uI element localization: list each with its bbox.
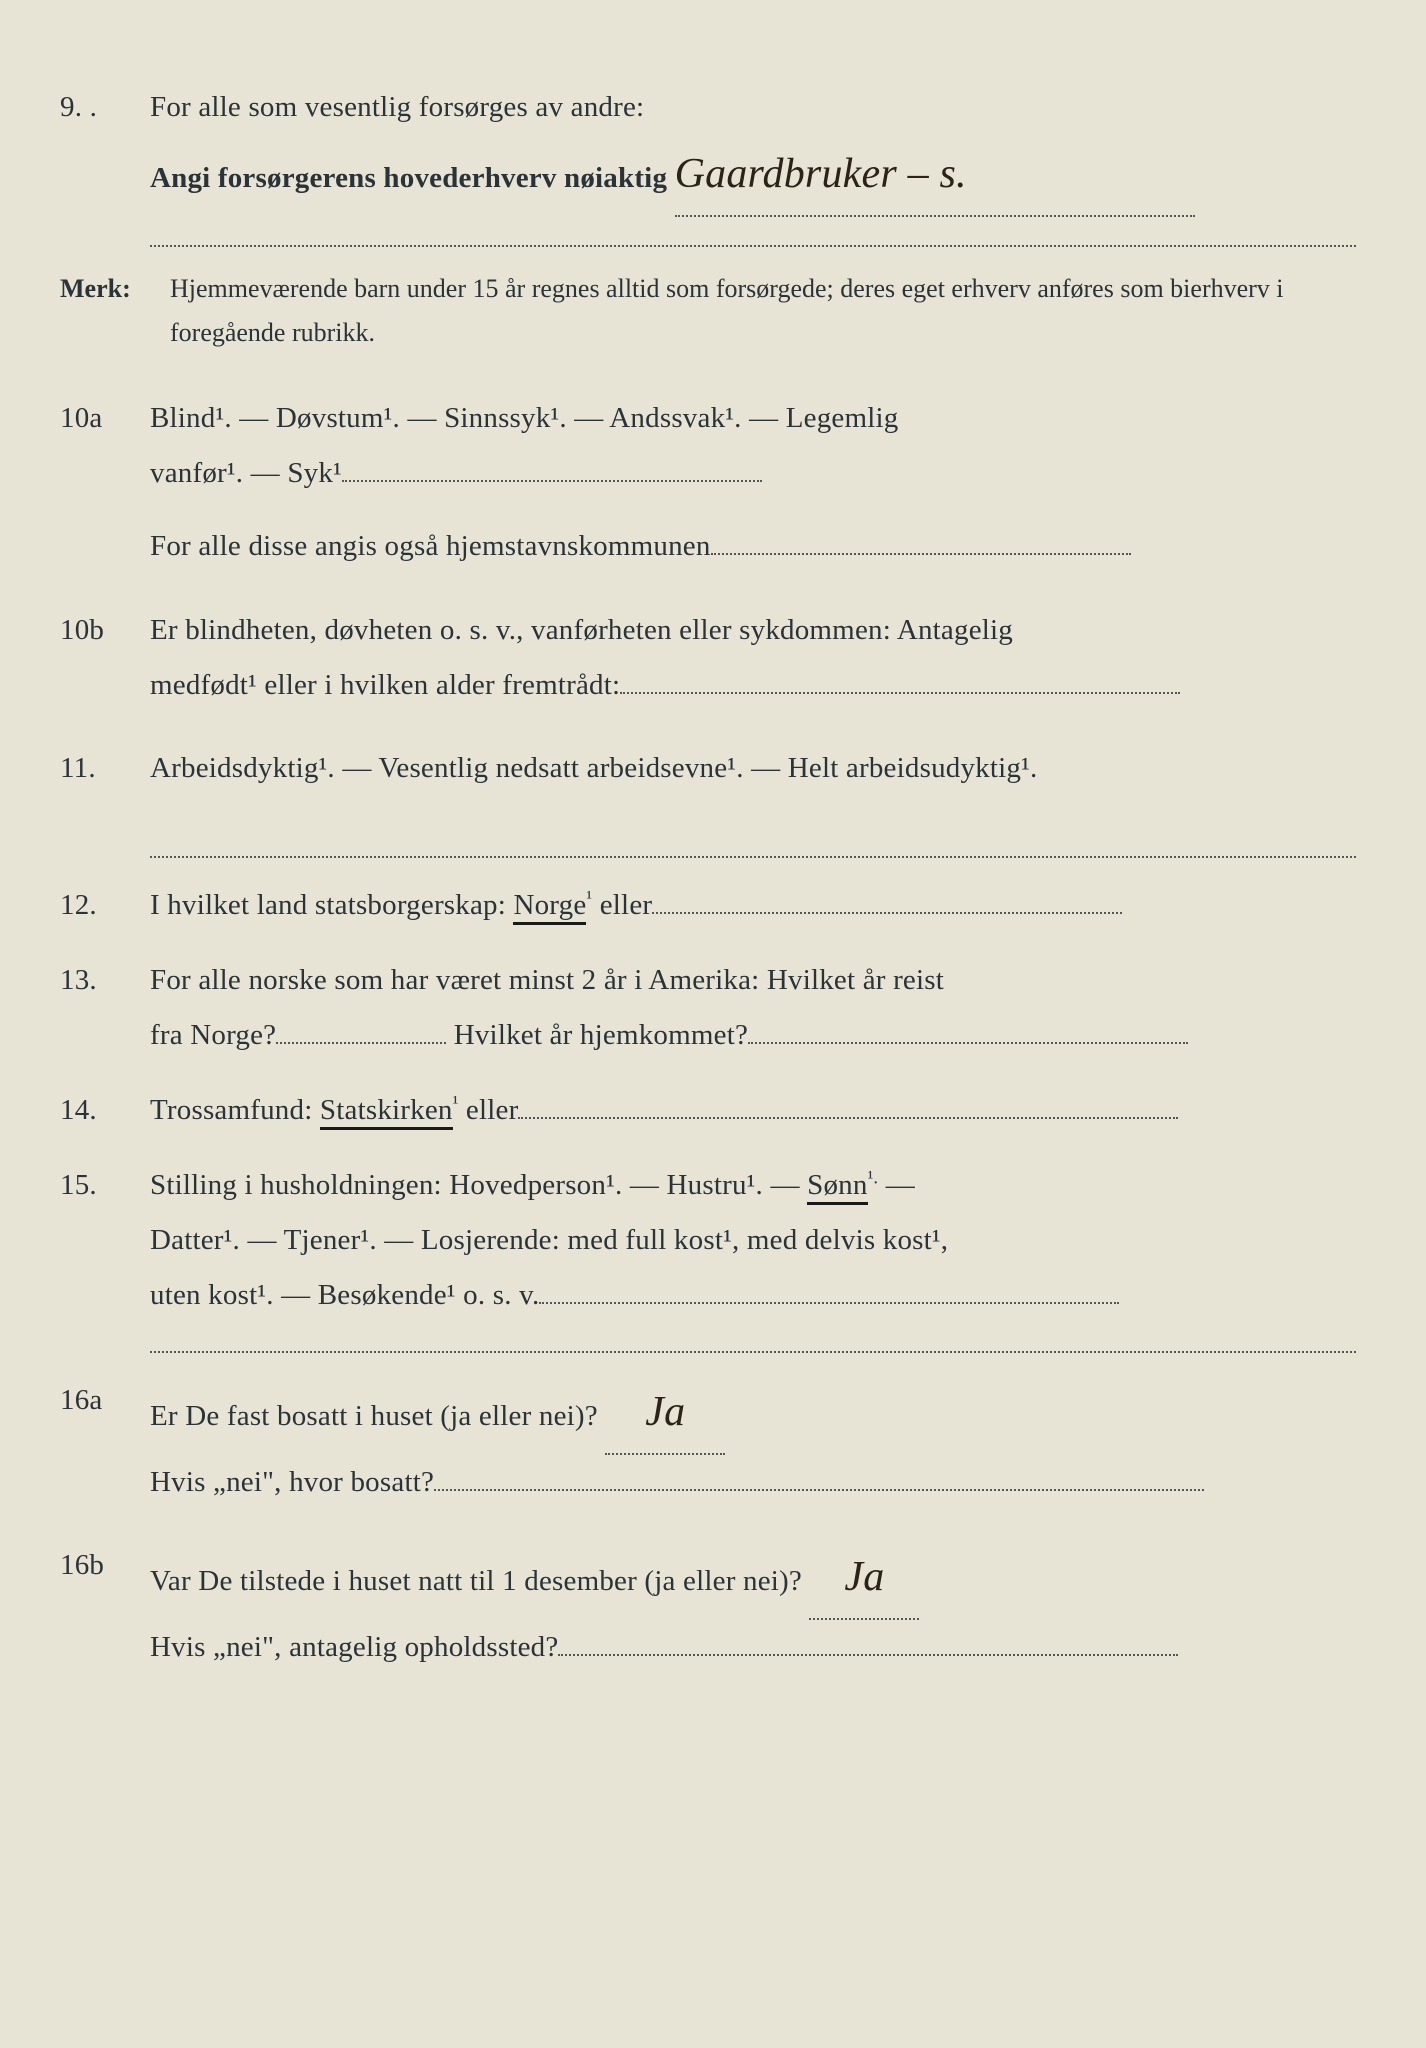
q10a-content: Blind¹. — Døvstum¹. — Sinnssyk¹. — Andss… [150, 391, 1356, 574]
q12-underlined: Norge [513, 889, 586, 925]
q14-after: eller [458, 1094, 518, 1126]
q15-line3: uten kost¹. — Besøkende¹ o. s. v. [150, 1268, 1356, 1323]
q10a-line2: vanfør¹. — Syk¹ [150, 446, 1356, 501]
q15-line1: Stilling i husholdningen: Hovedperson¹. … [150, 1158, 1356, 1213]
divider-2 [150, 856, 1356, 858]
q10b-line2: medfødt¹ eller i hvilken alder fremtrådt… [150, 658, 1356, 713]
q12-before: I hvilket land statsborgerskap: [150, 889, 513, 921]
q16b-line2-prefix: Hvis „nei", antagelig opholdssted? [150, 1631, 558, 1663]
q16b-line2: Hvis „nei", antagelig opholdssted? [150, 1620, 1356, 1675]
q13-line2b: Hvilket år hjemkommet? [446, 1019, 748, 1051]
q16b-line1: Var De tilstede i huset natt til 1 desem… [150, 1538, 1356, 1620]
q10a-line3: For alle disse angis også hjemstavnskomm… [150, 530, 711, 562]
merk-label: Merk: [60, 267, 170, 355]
q15-content: Stilling i husholdningen: Hovedperson¹. … [150, 1158, 1356, 1323]
q13-number: 13. [60, 953, 150, 1008]
q9-blank: Gaardbruker – s. [675, 135, 1195, 217]
question-10a: 10a Blind¹. — Døvstum¹. — Sinnssyk¹. — A… [60, 391, 1356, 574]
q10b-content: Er blindheten, døvheten o. s. v., vanfør… [150, 603, 1356, 713]
q10a-line2-prefix: vanfør¹. — Syk¹ [150, 457, 342, 489]
q16a-content: Er De fast bosatt i huset (ja eller nei)… [150, 1373, 1356, 1510]
q15-line3-prefix: uten kost¹. — Besøkende¹ o. s. v. [150, 1279, 539, 1311]
q13-content: For alle norske som har været minst 2 år… [150, 953, 1356, 1063]
census-form-page: 9. . For alle som vesentlig forsørges av… [60, 80, 1356, 1968]
merk-text: Hjemmeværende barn under 15 år regnes al… [170, 267, 1356, 355]
q13-blank1 [276, 1042, 446, 1044]
q16b-handwritten: Ja [844, 1554, 884, 1600]
q9-content: For alle som vesentlig forsørges av andr… [150, 80, 1356, 217]
q16b-content: Var De tilstede i huset natt til 1 desem… [150, 1538, 1356, 1675]
q12-after: eller [592, 889, 652, 921]
q14-before: Trossamfund: [150, 1094, 320, 1126]
q13-line2a: fra Norge? [150, 1019, 276, 1051]
q12-content: I hvilket land statsborgerskap: Norge¹ e… [150, 878, 1356, 933]
question-12: 12. I hvilket land statsborgerskap: Norg… [60, 878, 1356, 933]
q10a-blank2 [711, 553, 1131, 555]
q14-number: 14. [60, 1083, 150, 1138]
q15-line2: Datter¹. — Tjener¹. — Losjerende: med fu… [150, 1213, 1356, 1268]
question-13: 13. For alle norske som har været minst … [60, 953, 1356, 1063]
q10a-number: 10a [60, 391, 150, 446]
q9-line2: Angi forsørgerens hovederhverv nøiaktig … [150, 135, 1356, 217]
q13-blank2 [748, 1042, 1188, 1044]
q12-blank [652, 912, 1122, 914]
q16a-blank1: Ja [605, 1373, 725, 1455]
question-16b: 16b Var De tilstede i huset natt til 1 d… [60, 1538, 1356, 1675]
question-9: 9. . For alle som vesentlig forsørges av… [60, 80, 1356, 217]
question-16a: 16a Er De fast bosatt i huset (ja eller … [60, 1373, 1356, 1510]
q10a-line1: Blind¹. — Døvstum¹. — Sinnssyk¹. — Andss… [150, 391, 1356, 446]
q13-line2: fra Norge? Hvilket år hjemkommet? [150, 1008, 1356, 1063]
q9-line2-prefix: Angi forsørgerens hovederhverv nøiaktig [150, 162, 667, 194]
q10a-line3-wrap: For alle disse angis også hjemstavnskomm… [150, 519, 1356, 574]
q15-line1a: Stilling i husholdningen: Hovedperson¹. … [150, 1169, 807, 1201]
q13-line1: For alle norske som har været minst 2 år… [150, 953, 1356, 1008]
q12-number: 12. [60, 878, 150, 933]
q16a-line1-prefix: Er De fast bosatt i huset (ja eller nei)… [150, 1400, 598, 1432]
q14-content: Trossamfund: Statskirken¹ eller [150, 1083, 1356, 1138]
q10b-line2-prefix: medfødt¹ eller i hvilken alder fremtrådt… [150, 669, 620, 701]
question-14: 14. Trossamfund: Statskirken¹ eller [60, 1083, 1356, 1138]
merk-note: Merk: Hjemmeværende barn under 15 år reg… [60, 267, 1356, 355]
q16b-number: 16b [60, 1538, 150, 1593]
divider-1 [150, 245, 1356, 247]
q9-number: 9. . [60, 80, 150, 135]
q16b-blank1: Ja [809, 1538, 919, 1620]
q16a-blank2 [434, 1489, 1204, 1491]
q16a-handwritten: Ja [645, 1389, 685, 1435]
q10b-line1: Er blindheten, døvheten o. s. v., vanfør… [150, 603, 1356, 658]
q9-handwritten: Gaardbruker – s. [675, 151, 967, 197]
q15-number: 15. [60, 1158, 150, 1213]
q16a-line2-prefix: Hvis „nei", hvor bosatt? [150, 1466, 434, 1498]
q10b-blank [620, 692, 1180, 694]
q11-number: 11. [60, 741, 150, 796]
q9-line1: For alle som vesentlig forsørges av andr… [150, 80, 1356, 135]
q16a-number: 16a [60, 1373, 150, 1428]
q11-text: Arbeidsdyktig¹. — Vesentlig nedsatt arbe… [150, 741, 1356, 796]
q16a-line2: Hvis „nei", hvor bosatt? [150, 1455, 1356, 1510]
question-10b: 10b Er blindheten, døvheten o. s. v., va… [60, 603, 1356, 713]
q15-blank [539, 1302, 1119, 1304]
q10b-number: 10b [60, 603, 150, 658]
q14-blank [518, 1117, 1178, 1119]
q15-underlined: Sønn [807, 1169, 867, 1205]
question-11: 11. Arbeidsdyktig¹. — Vesentlig nedsatt … [60, 741, 1356, 796]
q16b-line1-prefix: Var De tilstede i huset natt til 1 desem… [150, 1565, 802, 1597]
divider-3 [150, 1351, 1356, 1353]
q16b-blank2 [558, 1654, 1178, 1656]
q15-sup: ¹. [868, 1168, 879, 1189]
q10a-blank1 [342, 480, 762, 482]
question-15: 15. Stilling i husholdningen: Hovedperso… [60, 1158, 1356, 1323]
q16a-line1: Er De fast bosatt i huset (ja eller nei)… [150, 1373, 1356, 1455]
q14-underlined: Statskirken [320, 1094, 453, 1130]
q15-line1b: — [878, 1169, 915, 1201]
